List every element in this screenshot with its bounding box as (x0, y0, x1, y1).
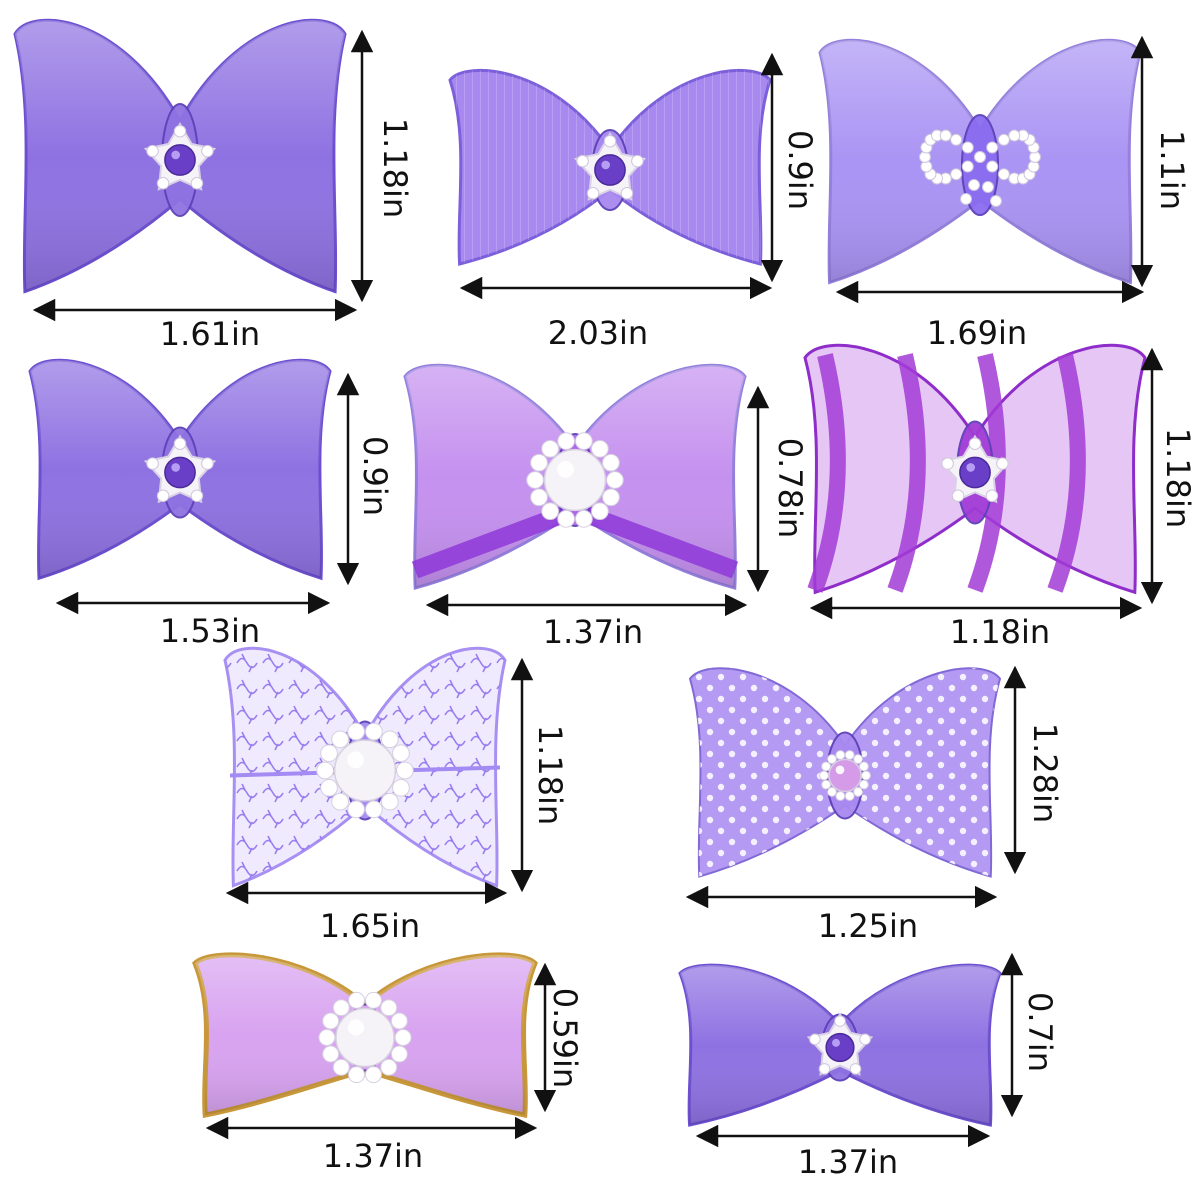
bows-layer (13, 18, 1147, 1127)
bow-7-width-label: 1.65in (319, 907, 421, 945)
bow-10-height-label: 0.7in (1021, 991, 1059, 1073)
bow-2-width-label: 2.03in (547, 314, 649, 352)
bow-8-width-label: 1.25in (817, 907, 919, 945)
bow-2 (448, 69, 772, 266)
bow-5 (403, 363, 747, 591)
bow-1-width-label: 1.61in (159, 315, 261, 353)
bow-10-width-label: 1.37in (797, 1143, 899, 1181)
bow-9-width-label: 1.37in (322, 1137, 424, 1175)
bow-4-height-label: 0.9in (356, 435, 394, 517)
bow-10 (678, 963, 1002, 1127)
bow-3-width-label: 1.69in (926, 314, 1028, 352)
bow-4 (28, 358, 332, 581)
bow-7 (223, 646, 507, 888)
bow-3 (818, 38, 1142, 285)
bow-2-height-label: 0.9in (781, 129, 819, 211)
bow-7-height-label: 1.18in (531, 724, 569, 826)
bow-6 (803, 343, 1147, 595)
bow-5-height-label: 0.78in (771, 437, 809, 539)
bow-3-height-label: 1.1in (1153, 129, 1191, 211)
bow-5-width-label: 1.37in (542, 613, 644, 651)
bow-6-width-label: 1.18in (949, 613, 1051, 651)
bow-1 (13, 18, 347, 294)
bow-9 (192, 952, 538, 1119)
bow-6-height-label: 1.18in (1159, 427, 1197, 529)
bow-1-height-label: 1.18in (376, 117, 414, 219)
bow-4-width-label: 1.53in (159, 612, 261, 650)
bow-9-height-label: 0.59in (546, 987, 584, 1089)
bow-8 (688, 667, 1002, 878)
dimension-lines (32, 29, 1164, 1148)
bow-8-height-label: 1.28in (1026, 722, 1064, 824)
